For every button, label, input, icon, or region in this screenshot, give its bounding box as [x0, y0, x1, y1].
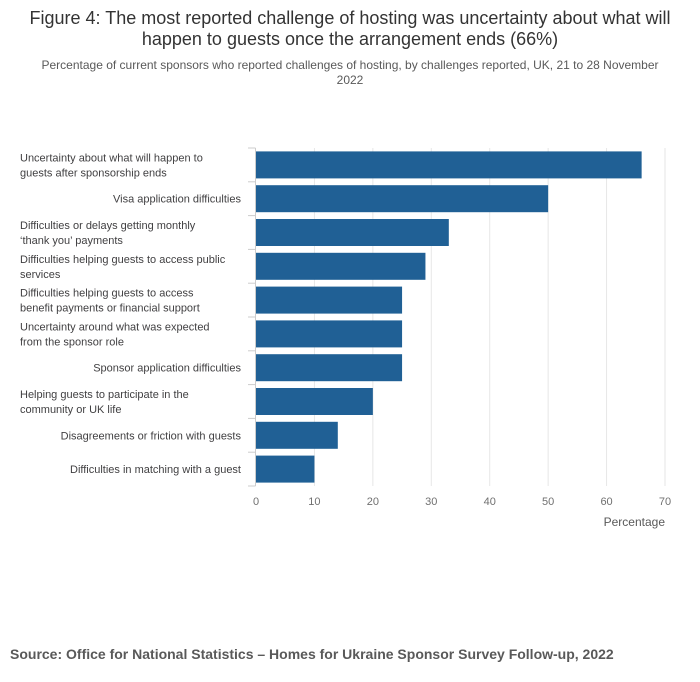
category-label: community or UK life	[20, 404, 121, 416]
bar	[256, 151, 642, 179]
category-label: Helping guests to participate in the	[20, 389, 189, 401]
bar-chart: 0 10 20 30 40 50 60 70 Uncertainty about what wi…	[20, 147, 671, 529]
chart-title: Figure 4: The most reported challenge of…	[29, 8, 671, 49]
x-tick-label: 50	[542, 496, 554, 508]
x-tick-label: 40	[484, 496, 496, 508]
bar	[256, 185, 549, 213]
category-label: guests after sponsorship ends	[20, 167, 167, 179]
x-axis-title: Percentage	[604, 515, 666, 529]
category-label: from the sponsor role	[20, 336, 124, 348]
category-label: Disagreements or friction with guests	[61, 430, 242, 442]
x-tick-label: 10	[308, 496, 320, 508]
category-label: services	[20, 269, 61, 281]
category-label: Uncertainty around what was expected	[20, 321, 210, 333]
x-tick-label: 0	[253, 496, 259, 508]
bar	[256, 286, 403, 314]
bar	[256, 320, 403, 348]
category-label: Difficulties helping guests to access	[20, 288, 194, 300]
category-label: Visa application difficulties	[113, 194, 242, 206]
x-tick-label: 30	[425, 496, 437, 508]
category-label: Difficulties in matching with a guest	[70, 464, 241, 476]
category-label: ‘thank you’ payments	[20, 235, 123, 247]
category-label: Sponsor application difficulties	[93, 363, 241, 375]
bar	[256, 455, 315, 483]
bar	[256, 421, 338, 449]
category-label: Difficulties or delays getting monthly	[20, 220, 196, 232]
bar	[256, 219, 449, 246]
bar	[256, 354, 403, 382]
x-tick-label: 20	[367, 496, 379, 508]
category-label: Uncertainty about what will happen to	[20, 152, 203, 164]
category-label: Difficulties helping guests to access pu…	[20, 254, 226, 266]
bar	[256, 252, 426, 280]
x-tick-label: 70	[659, 496, 671, 508]
chart-subtitle: Percentage of current sponsors who repor…	[41, 58, 659, 87]
source-note: Source: Office for National Statistics –…	[10, 646, 614, 662]
x-tick-label: 60	[600, 496, 612, 508]
bar	[256, 388, 373, 415]
category-label: benefit payments or financial support	[20, 303, 200, 315]
